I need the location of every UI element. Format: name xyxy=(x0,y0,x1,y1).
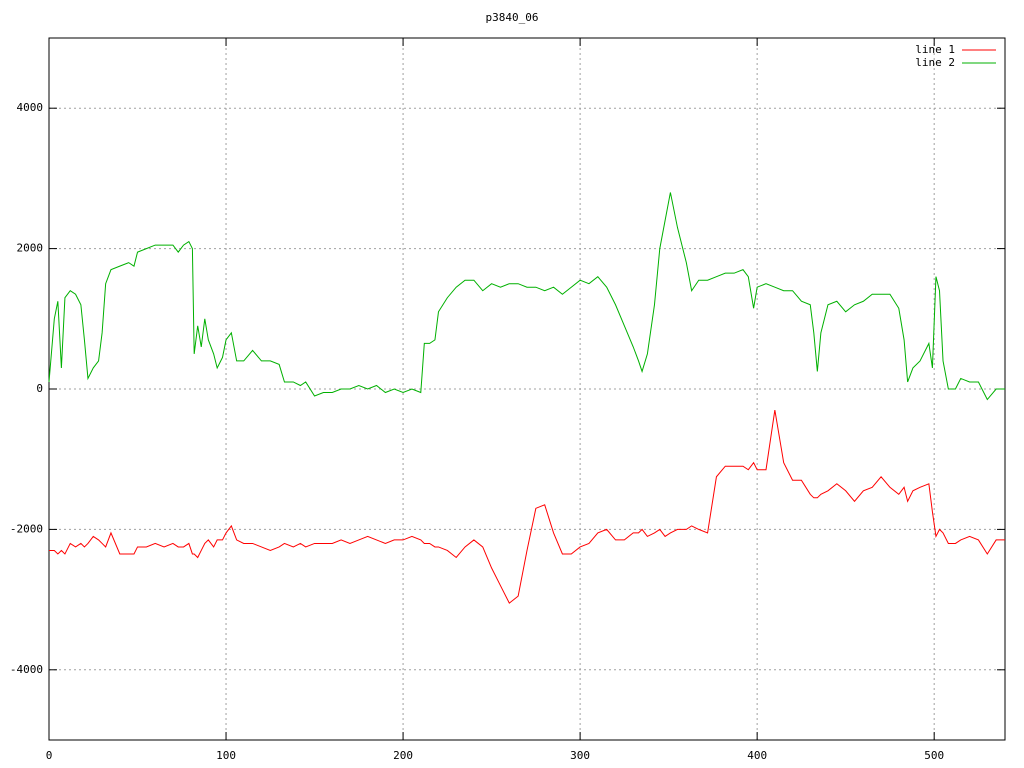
data-line xyxy=(49,409,1005,604)
legend-label: line 1 xyxy=(915,43,955,56)
x-tick-label: 200 xyxy=(393,749,413,762)
x-tick-label: 500 xyxy=(924,749,944,762)
y-tick-label: -2000 xyxy=(10,522,43,535)
x-tick-label: 300 xyxy=(570,749,590,762)
chart-title: p3840_06 xyxy=(486,11,539,24)
x-tick-label: 0 xyxy=(46,749,53,762)
plot-border xyxy=(48,37,1006,741)
legend-label: line 2 xyxy=(915,56,955,69)
x-tick-label: 100 xyxy=(216,749,236,762)
y-tick-label: 4000 xyxy=(17,101,44,114)
y-tick-label: -4000 xyxy=(10,663,43,676)
y-tick-label: 0 xyxy=(36,382,43,395)
x-tick-label: 400 xyxy=(747,749,767,762)
data-line xyxy=(48,192,1005,401)
y-tick-label: 2000 xyxy=(17,242,44,255)
